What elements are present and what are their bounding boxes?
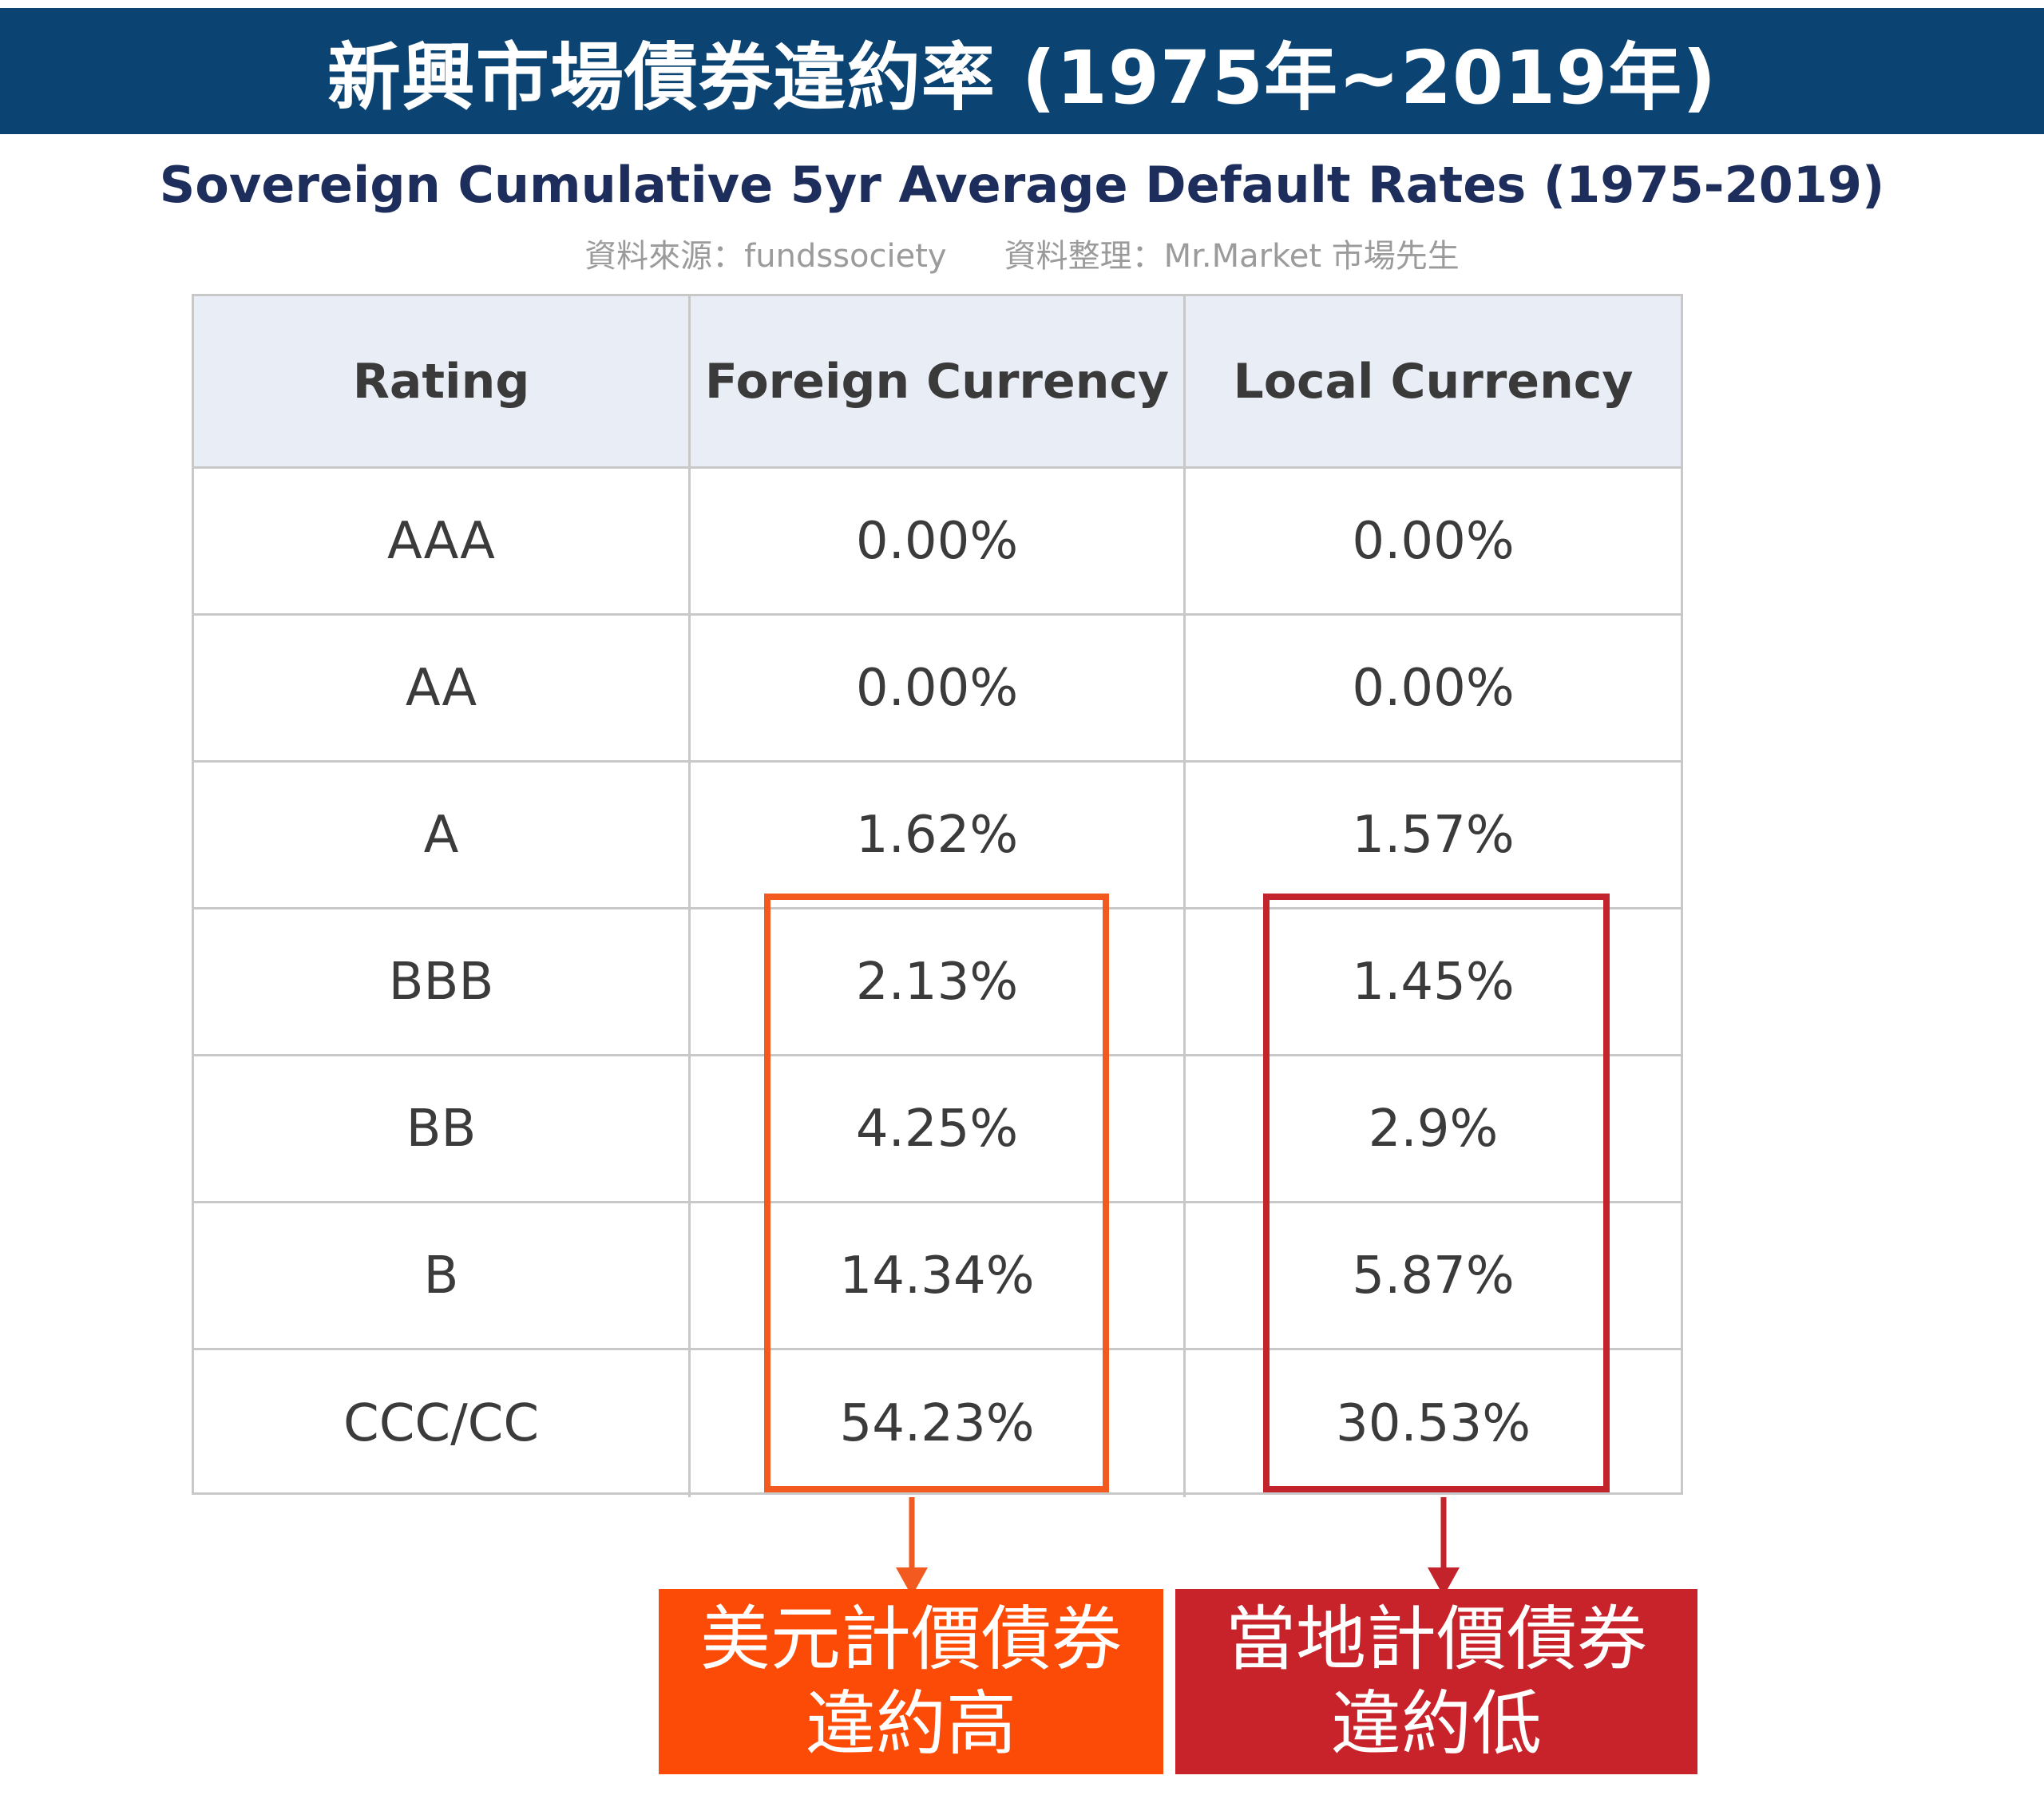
foreign-currency-cell: 4.25%	[691, 1056, 1186, 1203]
rating-cell: BBB	[194, 909, 691, 1056]
foreign-currency-cell: 0.00%	[691, 616, 1186, 763]
rating-cell: AA	[194, 616, 691, 763]
down-arrow-icon	[1428, 1497, 1460, 1596]
foreign-currency-cell: 2.13%	[691, 909, 1186, 1056]
local-currency-cell: 30.53%	[1335, 1394, 1531, 1453]
column-header-foreign-currency: Foreign Currency	[691, 296, 1186, 469]
down-arrow-icon	[896, 1497, 928, 1596]
local-currency-cell: 1.57%	[1186, 763, 1681, 909]
local-currency-cell: 0.00%	[1186, 616, 1681, 763]
callout-line: 美元計價債券	[699, 1598, 1122, 1680]
rating-cell: CCC/CC	[194, 1350, 691, 1497]
rating-cell: BB	[194, 1056, 691, 1203]
source-text: 資料來源：fundssociety	[584, 238, 947, 275]
chart-title: Sovereign Cumulative 5yr Average Default…	[159, 156, 1885, 214]
title-banner: 新興市場債券違約率 (1975年~2019年)	[0, 8, 2044, 134]
local-currency-cell: 1.45%	[1186, 909, 1681, 1056]
rating-cell: B	[194, 1203, 691, 1350]
default-rate-table: Rating Foreign Currency Local Currency A…	[192, 294, 1683, 1497]
local-currency-cell: 2.9%	[1186, 1056, 1681, 1203]
foreign-currency-cell: 1.62%	[691, 763, 1186, 909]
local-currency-cell: 5.87%	[1186, 1203, 1681, 1350]
source-line: 資料來源：fundssociety 資料整理：Mr.Market 市場先生	[0, 230, 2044, 276]
foreign-currency-cell: 14.34%	[691, 1203, 1186, 1350]
compiled-by-text: 資料整理：Mr.Market 市場先生	[1004, 238, 1460, 275]
rating-cell: A	[194, 763, 691, 909]
foreign-currency-callout: 美元計價債券 違約高	[659, 1589, 1163, 1774]
callout-line: 違約低	[1330, 1682, 1542, 1765]
rating-cell: AAA	[194, 469, 691, 616]
column-header-rating: Rating	[194, 296, 691, 469]
column-header-local-currency: Local Currency	[1186, 296, 1681, 469]
local-currency-callout: 當地計價債券 違約低	[1175, 1589, 1697, 1774]
callout-line: 違約高	[805, 1682, 1016, 1765]
callout-line: 當地計價債券	[1225, 1598, 1647, 1680]
foreign-currency-cell: 54.23%	[691, 1350, 1186, 1497]
page-title: 新興市場債券違約率 (1975年~2019年)	[327, 34, 1717, 121]
foreign-currency-cell: 0.00%	[691, 469, 1186, 616]
local-currency-cell: 0.00%	[1186, 469, 1681, 616]
